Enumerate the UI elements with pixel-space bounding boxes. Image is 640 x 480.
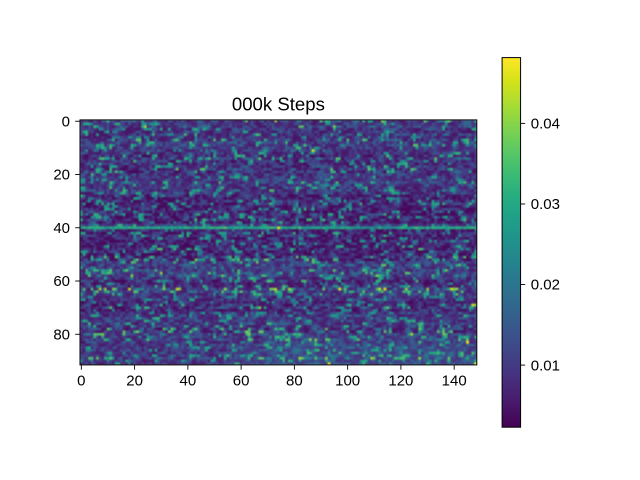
svg-text:40: 40	[53, 220, 70, 237]
svg-text:140: 140	[442, 373, 467, 390]
svg-text:0.03: 0.03	[531, 196, 560, 213]
svg-text:0: 0	[62, 113, 70, 130]
svg-text:80: 80	[53, 326, 70, 343]
svg-text:80: 80	[286, 373, 303, 390]
svg-text:20: 20	[53, 167, 70, 184]
svg-text:60: 60	[233, 373, 250, 390]
svg-text:0.02: 0.02	[531, 277, 560, 294]
svg-text:60: 60	[53, 273, 70, 290]
svg-text:20: 20	[126, 373, 143, 390]
svg-text:100: 100	[335, 373, 360, 390]
svg-text:0: 0	[77, 373, 85, 390]
svg-text:000k Steps: 000k Steps	[232, 94, 325, 115]
svg-text:40: 40	[180, 373, 197, 390]
svg-text:120: 120	[388, 373, 413, 390]
svg-text:0.04: 0.04	[531, 116, 560, 133]
svg-text:0.01: 0.01	[531, 357, 560, 374]
